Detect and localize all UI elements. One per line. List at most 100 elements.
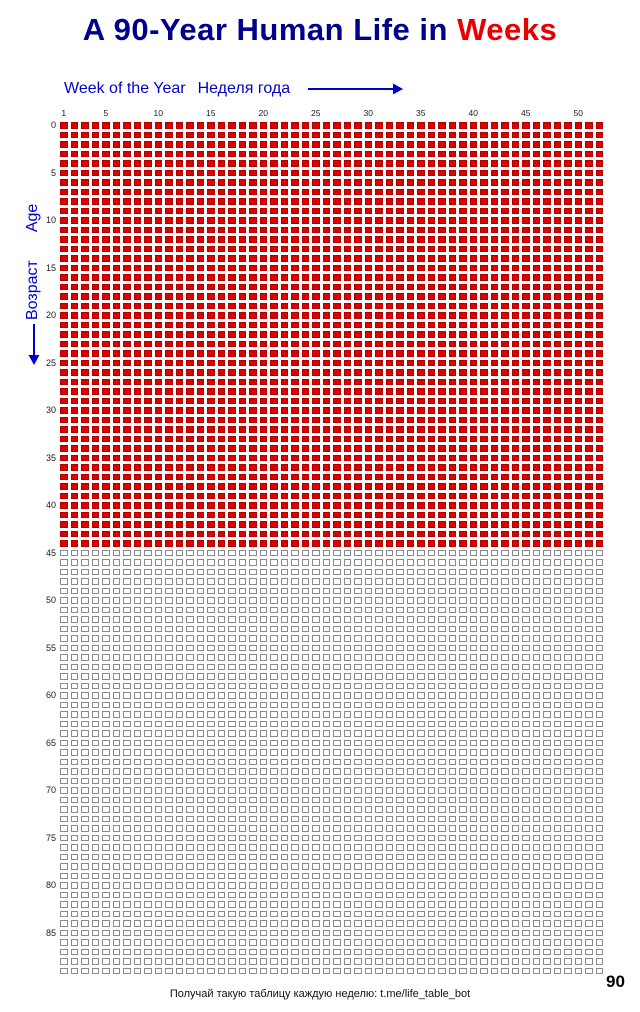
week-cell-lived	[406, 369, 414, 376]
week-cell-future	[112, 872, 120, 879]
week-cell-lived	[102, 388, 110, 395]
week-cell-future	[448, 901, 456, 908]
week-cell-future	[238, 739, 246, 746]
week-cell-lived	[301, 169, 309, 176]
week-cell-lived	[123, 416, 131, 423]
week-cell-future	[196, 815, 204, 822]
week-cell-future	[165, 891, 173, 898]
week-cell-lived	[459, 245, 467, 252]
week-cell-lived	[438, 416, 446, 423]
week-cell-lived	[322, 207, 330, 214]
week-cell-lived	[133, 492, 141, 499]
week-cell-lived	[81, 188, 89, 195]
week-cell-lived	[154, 454, 162, 461]
week-cell-future	[207, 825, 215, 832]
week-cell-future	[238, 958, 246, 965]
week-cell-lived	[91, 416, 99, 423]
week-cell-future	[270, 568, 278, 575]
week-cell-future	[480, 939, 488, 946]
week-cell-future	[217, 606, 225, 613]
week-cell-future	[574, 939, 582, 946]
week-cell-future	[396, 654, 404, 661]
week-cell-future	[217, 711, 225, 718]
week-cell-lived	[427, 283, 435, 290]
week-cell-future	[333, 701, 341, 708]
week-cell-lived	[511, 454, 519, 461]
week-cell-future	[364, 606, 372, 613]
week-cell-future	[133, 559, 141, 566]
week-cell-lived	[280, 150, 288, 157]
week-cell-lived	[522, 150, 530, 157]
week-cell-lived	[322, 511, 330, 518]
week-cell-future	[490, 796, 498, 803]
week-cell-lived	[144, 141, 152, 148]
week-cell-future	[301, 739, 309, 746]
week-cell-future	[385, 692, 393, 699]
week-cell-lived	[343, 217, 351, 224]
week-cell-lived	[81, 179, 89, 186]
week-cell-future	[112, 635, 120, 642]
week-cell-lived	[133, 464, 141, 471]
week-cell-future	[585, 673, 593, 680]
week-cell-lived	[543, 188, 551, 195]
week-cell-lived	[343, 521, 351, 528]
week-cell-future	[154, 730, 162, 737]
week-cell-future	[312, 844, 320, 851]
week-cell-lived	[228, 397, 236, 404]
week-cell-future	[312, 787, 320, 794]
week-cell-lived	[102, 378, 110, 385]
week-cell-lived	[123, 521, 131, 528]
week-cell-future	[595, 806, 603, 813]
week-cell-lived	[102, 131, 110, 138]
week-cell-future	[375, 749, 383, 756]
week-cell-lived	[343, 293, 351, 300]
week-cell-lived	[354, 435, 362, 442]
week-cell-future	[574, 654, 582, 661]
week-cell-future	[522, 901, 530, 908]
week-cell-future	[112, 739, 120, 746]
week-cell-lived	[553, 530, 561, 537]
week-cell-future	[511, 844, 519, 851]
week-cell-lived	[385, 245, 393, 252]
week-cell-lived	[448, 236, 456, 243]
week-cell-lived	[175, 293, 183, 300]
week-cell-lived	[501, 340, 509, 347]
week-cell-lived	[459, 359, 467, 366]
week-cell-future	[459, 910, 467, 917]
week-cell-lived	[417, 293, 425, 300]
week-cell-lived	[585, 245, 593, 252]
week-cell-lived	[322, 521, 330, 528]
week-cell-lived	[301, 236, 309, 243]
week-cell-lived	[490, 283, 498, 290]
week-cell-future	[207, 910, 215, 917]
week-cell-future	[301, 663, 309, 670]
week-cell-future	[102, 891, 110, 898]
week-cell-lived	[543, 131, 551, 138]
week-cell-lived	[459, 141, 467, 148]
week-cell-lived	[585, 312, 593, 319]
week-cell-lived	[396, 179, 404, 186]
week-cell-lived	[238, 245, 246, 252]
week-cell-future	[322, 682, 330, 689]
week-cell-lived	[480, 245, 488, 252]
week-cell-lived	[91, 236, 99, 243]
week-cell-future	[196, 958, 204, 965]
week-cell-lived	[417, 369, 425, 376]
week-cell-future	[270, 692, 278, 699]
week-cell-future	[543, 644, 551, 651]
week-cell-future	[364, 777, 372, 784]
week-cell-future	[249, 654, 257, 661]
week-cell-lived	[406, 378, 414, 385]
week-cell-future	[427, 863, 435, 870]
week-cell-lived	[532, 217, 540, 224]
week-cell-future	[343, 559, 351, 566]
week-cell-lived	[564, 302, 572, 309]
week-cell-future	[427, 777, 435, 784]
week-cell-future	[385, 901, 393, 908]
week-cell-future	[354, 891, 362, 898]
week-cell-lived	[154, 293, 162, 300]
week-cell-future	[91, 673, 99, 680]
week-cell-lived	[448, 416, 456, 423]
week-cell-lived	[511, 179, 519, 186]
week-cell-future	[532, 673, 540, 680]
